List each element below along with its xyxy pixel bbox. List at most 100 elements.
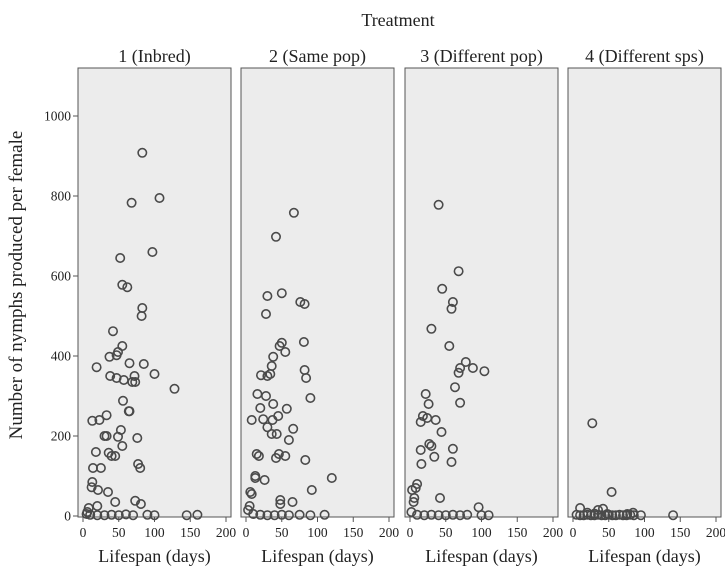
data-point	[635, 510, 646, 521]
data-point	[592, 509, 603, 520]
data-point	[86, 482, 97, 493]
x-tick-label: 50	[602, 525, 616, 540]
x-tick-label: 200	[379, 525, 400, 540]
data-point	[129, 370, 140, 381]
data-point	[621, 510, 632, 521]
data-point	[262, 290, 273, 301]
data-point	[614, 509, 625, 520]
panel-3: 3 (Different pop) 0 50 100 150 200 Lifespan (d…	[404, 46, 563, 567]
data-point	[589, 510, 600, 521]
data-point	[88, 462, 99, 473]
data-point	[142, 509, 153, 520]
x-tick-label: 200	[216, 525, 237, 540]
panel-background	[404, 67, 559, 518]
data-point	[420, 388, 431, 399]
x-tick-label: 150	[343, 525, 364, 540]
data-point	[455, 362, 466, 373]
data-point	[283, 434, 294, 445]
y-tick-label: 600	[51, 269, 72, 284]
x-tick-label: 150	[507, 525, 528, 540]
x-tick-label: 100	[471, 525, 492, 540]
data-point	[446, 303, 457, 314]
data-point	[606, 486, 617, 497]
data-point	[124, 406, 135, 417]
data-point	[135, 498, 146, 509]
data-point	[578, 510, 589, 521]
data-point	[274, 340, 285, 351]
data-point	[92, 510, 103, 521]
panels-group: 1 (Inbred) 0 50 100 150 200 Lifespan (days) 0 20…	[44, 46, 725, 567]
data-point	[117, 340, 128, 351]
data-point	[462, 509, 473, 520]
data-point	[455, 397, 466, 408]
data-point	[446, 456, 457, 467]
data-point	[128, 510, 139, 521]
data-point	[93, 484, 104, 495]
x-tick-label: 50	[112, 525, 126, 540]
data-point	[258, 414, 269, 425]
data-point	[117, 279, 128, 290]
data-point	[326, 472, 337, 483]
data-point	[607, 510, 618, 521]
data-point	[266, 428, 277, 439]
x-axis-label: Lifespan (days)	[588, 546, 700, 567]
data-point	[433, 510, 444, 521]
panel-1: 1 (Inbred) 0 50 100 150 200 Lifespan (days) 0 20…	[44, 46, 236, 567]
data-point	[625, 509, 636, 520]
data-point	[132, 432, 143, 443]
data-point	[87, 476, 98, 487]
x-tick-label: 50	[439, 525, 453, 540]
data-point	[617, 510, 628, 521]
data-point	[99, 510, 110, 521]
x-tick-label: 200	[706, 525, 725, 540]
y-axis-label: Number of nymphs produced per female	[6, 131, 27, 440]
data-point	[260, 308, 271, 319]
data-point	[101, 410, 112, 421]
data-point	[610, 510, 621, 521]
data-point	[447, 443, 458, 454]
data-point	[85, 509, 96, 520]
data-point	[596, 510, 607, 521]
data-point	[245, 486, 256, 497]
data-point	[275, 498, 286, 509]
data-point	[101, 430, 112, 441]
data-point	[255, 402, 266, 413]
x-tick-label: 100	[144, 525, 165, 540]
x-tick-label: 100	[634, 525, 655, 540]
data-point	[181, 510, 192, 521]
data-point	[408, 496, 419, 507]
data-point	[467, 362, 478, 373]
data-point	[476, 510, 487, 521]
data-point	[110, 450, 121, 461]
data-point	[250, 472, 261, 483]
data-point	[255, 509, 266, 520]
data-point	[668, 510, 679, 521]
data-point	[305, 392, 316, 403]
data-point	[275, 494, 286, 505]
data-point	[248, 508, 259, 519]
data-point	[603, 509, 614, 520]
data-point	[117, 440, 128, 451]
data-point	[111, 350, 122, 361]
x-tick-label: 0	[407, 525, 414, 540]
data-point	[479, 366, 490, 377]
data-point	[122, 282, 133, 293]
data-point	[104, 351, 115, 362]
data-point	[127, 376, 138, 387]
data-point	[268, 398, 279, 409]
panel-background	[567, 67, 722, 518]
data-point	[255, 370, 266, 381]
data-point	[483, 510, 494, 521]
data-point	[90, 446, 101, 457]
data-point	[251, 448, 262, 459]
data-point	[433, 199, 444, 210]
panel-background	[77, 67, 232, 518]
data-point	[136, 310, 147, 321]
data-point	[271, 428, 282, 439]
data-point	[126, 197, 137, 208]
data-point	[449, 382, 460, 393]
data-point	[447, 296, 458, 307]
data-point	[169, 383, 180, 394]
x-axis-label: Lifespan (days)	[425, 546, 537, 567]
y-tick-label: 400	[51, 349, 72, 364]
